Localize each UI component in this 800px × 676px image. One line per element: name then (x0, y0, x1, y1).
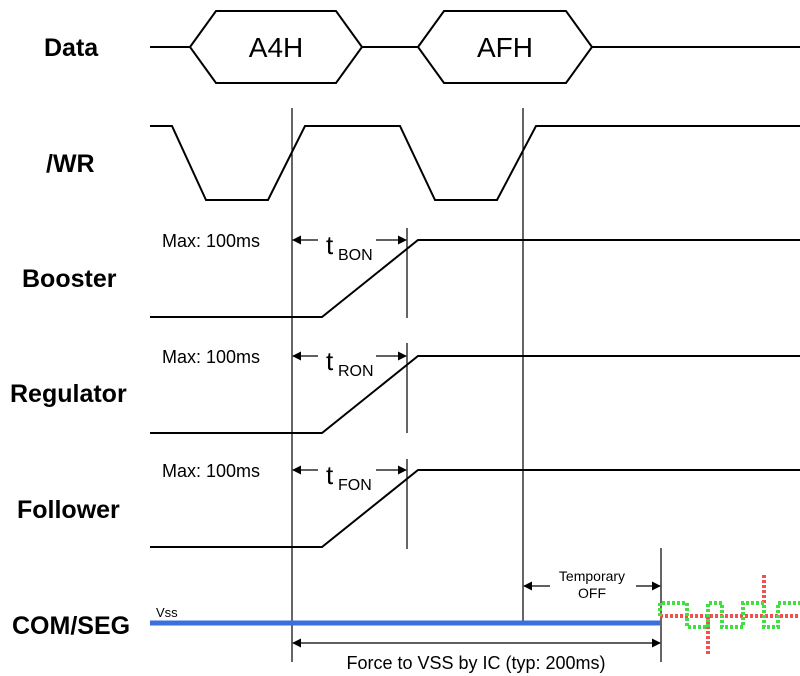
regulator-t-label: t (326, 346, 334, 376)
signal-label-follower: Follower (17, 496, 120, 524)
booster-label-bg (318, 226, 376, 260)
booster-t-label: t (326, 230, 334, 260)
temporary-off-label-bg (550, 566, 636, 606)
booster-max-label: Max: 100ms (162, 231, 260, 251)
regulator-t-subscript: RON (338, 363, 374, 380)
signal-label-comseg: COM/SEG (12, 612, 130, 640)
signal-label-booster: Booster (22, 265, 117, 293)
force-to-vss-label: Force to VSS by IC (typ: 200ms) (346, 653, 605, 673)
comseg-vss-label: Vss (156, 605, 178, 620)
signal-label-regulator: Regulator (10, 380, 127, 408)
follower-max-label: Max: 100ms (162, 461, 260, 481)
force-label-bg (316, 648, 638, 674)
regulator-waveform (150, 355, 800, 434)
comseg-output-waveform (658, 575, 800, 655)
follower-waveform (150, 469, 800, 548)
data-value-afh: AFH (477, 32, 533, 63)
follower-t-label: t (326, 460, 334, 490)
regulator-label-bg (318, 342, 376, 376)
signal-label-data: Data (44, 34, 99, 62)
follower-label-bg (318, 456, 376, 490)
booster-t-subscript: BON (338, 247, 373, 264)
wr-waveform (150, 125, 800, 201)
signal-label-wr: /WR (46, 150, 95, 178)
off-label: OFF (578, 585, 606, 601)
follower-t-subscript: FON (338, 477, 372, 494)
regulator-max-label: Max: 100ms (162, 347, 260, 367)
booster-waveform (150, 239, 800, 318)
data-bus-waveform (150, 10, 800, 84)
data-value-a4h: A4H (249, 32, 303, 63)
temporary-label: Temporary (559, 568, 625, 584)
